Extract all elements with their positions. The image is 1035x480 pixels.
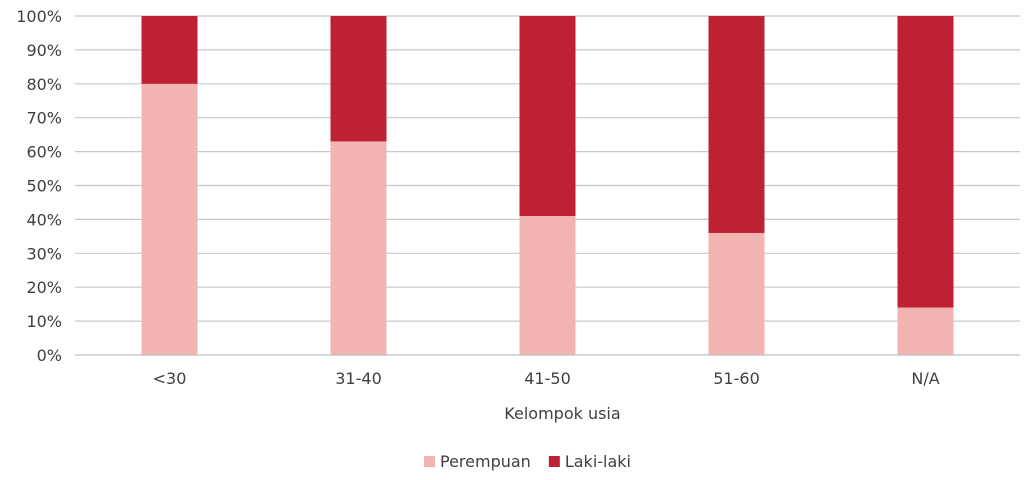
x-tick-label: 41-50 — [524, 369, 571, 388]
bar-perempuan — [330, 141, 387, 355]
y-tick-label: 0% — [37, 346, 62, 365]
legend-swatch-laki-laki — [548, 456, 560, 467]
bar-laki-laki — [708, 16, 765, 233]
x-axis-tick-labels: <30 31-40 41-50 51-60 N/A — [153, 369, 940, 388]
bars — [141, 16, 954, 356]
y-tick-label: 30% — [26, 244, 62, 263]
legend-label: Perempuan — [440, 452, 531, 471]
bar-laki-laki — [519, 16, 576, 217]
y-axis-tick-labels: 0% 10% 20% 30% 40% 50% 60% 70% 80% 90% 100% — [16, 7, 62, 365]
bar-perempuan — [519, 216, 576, 355]
x-tick-label: N/A — [911, 369, 939, 388]
bar-laki-laki — [897, 16, 954, 308]
x-tick-label: <30 — [153, 369, 187, 388]
x-tick-label: 31-40 — [335, 369, 382, 388]
bar-perempuan — [141, 83, 198, 356]
y-tick-label: 80% — [26, 75, 62, 94]
legend-label: Laki-laki — [565, 452, 631, 471]
y-tick-label: 60% — [26, 143, 62, 162]
bar-perempuan — [897, 307, 954, 355]
y-tick-label: 10% — [26, 312, 62, 331]
y-tick-label: 90% — [26, 41, 62, 60]
y-tick-label: 20% — [26, 278, 62, 297]
y-tick-label: 50% — [26, 177, 62, 196]
legend-swatch-perempuan — [424, 456, 435, 467]
bar-laki-laki — [141, 16, 198, 84]
x-tick-label: 51-60 — [713, 369, 760, 388]
y-tick-label: 100% — [16, 7, 62, 26]
x-axis-title: Kelompok usia — [504, 404, 620, 423]
y-tick-label: 40% — [26, 210, 62, 229]
bar-perempuan — [708, 232, 765, 355]
y-tick-label: 70% — [26, 109, 62, 128]
bar-laki-laki — [330, 16, 387, 142]
legend: Perempuan Laki-laki — [424, 452, 631, 471]
